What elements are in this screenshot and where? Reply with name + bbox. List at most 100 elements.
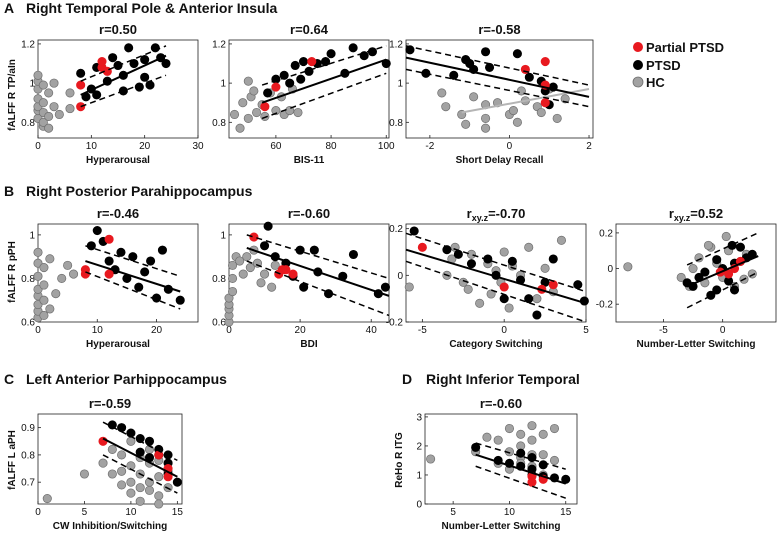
fit-line [246,247,390,297]
plot-title: r=0.50 [99,22,137,37]
point-hc [271,106,281,116]
point-hc [463,284,473,294]
ci-upper [405,232,587,293]
legend-item-ptsd: PTSD [633,58,681,73]
y-tick-label: 1 [220,230,226,241]
plot-title-value: =0.52 [690,206,723,221]
point-ptsd [449,70,459,80]
point-ptsd [359,51,369,61]
point-ptsd [532,310,542,320]
y-tick-label: 0.6 [21,318,35,329]
ci-upper [686,232,759,266]
legend-label-hc: HC [646,75,665,90]
y-tick-label: 0.8 [212,274,226,285]
point-hc [235,256,245,266]
point-hc [688,263,698,274]
point-ptsd [512,49,522,59]
point-hc [144,485,155,495]
legend-item-partial-ptsd: Partial PTSD [633,40,724,55]
point-hc [135,496,145,506]
x-tick-label: 0 [501,325,507,336]
x-axis-label: BDI [300,339,317,350]
point-hc [154,499,164,509]
point-partial [97,57,107,67]
plot-title: r=-0.58 [478,22,520,37]
x-tick-label: 0 [35,325,41,336]
point-hc [256,278,266,288]
x-tick-label: 5 [82,507,88,518]
y-tick-label: 0.8 [21,450,35,461]
x-tick-label: 15 [172,507,184,518]
point-ptsd [86,241,96,251]
point-hc [69,269,79,279]
point-hc [65,104,75,114]
y-tick-label: 0.8 [21,274,35,285]
axes-frame [228,223,390,323]
point-ptsd [290,60,300,71]
fit-line [261,58,387,104]
y-tick-label: 0.2 [389,224,403,235]
y-axis-label-c: fALFF L aPH [7,430,18,490]
fit-line [102,437,178,478]
point-hc [38,98,48,108]
section-b-header: B Right Posterior Parahippocampus [4,183,253,199]
point-hc [549,455,560,466]
point-hc [441,102,451,112]
y-axis-label-a: fALFF R TP/aIn [7,59,18,131]
x-tick-label: 100 [378,141,395,152]
point-hc [33,247,43,257]
point-hc [51,289,61,299]
point-hc [39,295,49,305]
point-partial [80,265,90,275]
point-partial [104,234,114,244]
point-partial [499,282,509,292]
point-ptsd [285,78,295,88]
point-hc [107,444,117,455]
y-tick-label: 1.2 [389,39,403,50]
x-tick-label: 15 [560,507,572,518]
x-tick-label: -5 [418,325,427,336]
point-partial [104,269,114,279]
axes-frame [615,223,777,323]
x-axis-label: Number-Letter Switching [442,521,561,532]
point-hc [238,98,248,108]
point-hc [44,111,54,121]
ci-lower [80,74,167,108]
point-ptsd [144,436,155,446]
point-ptsd [700,267,710,277]
point-hc [556,235,567,245]
point-ptsd [735,242,745,252]
point-hc [44,88,54,98]
plot-title: r=-0.46 [97,206,139,221]
point-hc [516,429,526,439]
fit-line [85,260,181,293]
y-tick-label: 1.2 [212,39,226,50]
point-hc [38,80,48,90]
point-hc [524,242,534,252]
x-tick-label: 5 [450,507,456,518]
point-hc [243,76,253,86]
point-hc [242,252,252,262]
point-ptsd [380,282,390,292]
point-hc [63,260,73,270]
point-hc [245,263,255,273]
point-hc [549,423,560,434]
point-hc [540,263,550,273]
section-a-letter: A [4,0,14,16]
point-hc [747,269,757,279]
point-hc [532,294,542,304]
y-tick-label: 0 [607,264,613,275]
x-axis-label: Hyperarousal [86,155,150,166]
x-tick-label: -2 [425,141,434,152]
legend-marker-partial [633,42,643,52]
ci-lower [261,72,387,120]
plot-d1: 5 10 15 0 1 2 3 r=-0.60 Number-Letter Switching [416,396,578,532]
point-ptsd [117,423,127,433]
ci-lower [686,271,759,309]
point-hc [135,483,145,493]
ci-lower [246,260,390,317]
point-ptsd [348,43,358,53]
y-tick-label: 1 [416,470,422,481]
point-hc [426,454,436,464]
